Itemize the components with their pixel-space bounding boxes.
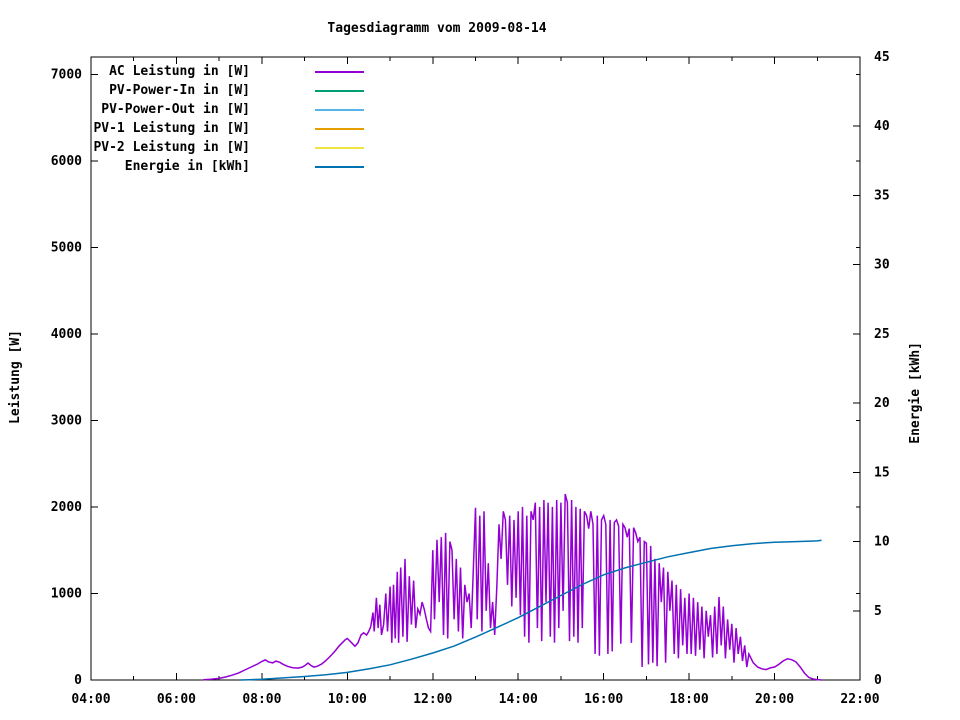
x-tick-label: 06:00 xyxy=(157,692,196,707)
x-tick-label: 20:00 xyxy=(755,692,794,707)
y-right-tick-label: 5 xyxy=(874,604,882,619)
x-tick-label: 12:00 xyxy=(413,692,452,707)
y-left-tick-label: 7000 xyxy=(51,67,82,82)
legend-row-pv-power-in: PV-Power-In in [W] xyxy=(20,83,420,100)
legend-label: Energie in [kWh] xyxy=(124,159,250,174)
y-right-tick-label: 25 xyxy=(874,327,890,342)
x-tick-label: 16:00 xyxy=(584,692,623,707)
y-left-tick-label: 0 xyxy=(74,673,82,688)
legend-row-pv1-leistung: PV-1 Leistung in [W] xyxy=(20,121,420,138)
legend-line-sample xyxy=(315,71,364,73)
x-tick-label: 14:00 xyxy=(499,692,538,707)
y-left-tick-label: 5000 xyxy=(51,240,82,255)
legend-label: PV-Power-Out in [W] xyxy=(101,102,250,117)
y-left-tick-label: 6000 xyxy=(51,154,82,169)
legend-row-energie: Energie in [kWh] xyxy=(20,159,420,176)
legend-line-sample xyxy=(315,109,364,111)
legend-label: AC Leistung in [W] xyxy=(109,64,250,79)
y-right-tick-label: 35 xyxy=(874,188,890,203)
y-right-tick-label: 20 xyxy=(874,396,890,411)
legend-row-pv-power-out: PV-Power-Out in [W] xyxy=(20,102,420,119)
legend-row-ac-leistung: AC Leistung in [W] xyxy=(20,64,420,81)
y-left-tick-label: 1000 xyxy=(51,586,82,601)
x-tick-label: 22:00 xyxy=(840,692,879,707)
energie-curve xyxy=(240,539,822,681)
y-left-tick-label: 4000 xyxy=(51,327,82,342)
legend-row-pv2-leistung: PV-2 Leistung in [W] xyxy=(20,140,420,157)
y-right-tick-label: 10 xyxy=(874,535,890,550)
y-left-tick-label: 3000 xyxy=(51,413,82,428)
y-right-tick-label: 0 xyxy=(874,673,882,688)
y-right-tick-label: 15 xyxy=(874,465,890,480)
y-left-tick-label: 2000 xyxy=(51,500,82,515)
x-tick-label: 08:00 xyxy=(242,692,281,707)
x-tick-label: 04:00 xyxy=(71,692,110,707)
legend-line-sample xyxy=(315,147,364,149)
y-right-tick-label: 45 xyxy=(874,50,890,65)
chart-title: Tagesdiagramm vom 2009-08-14 xyxy=(327,21,547,36)
y-right-tick-label: 40 xyxy=(874,119,890,134)
legend-label: PV-Power-In in [W] xyxy=(109,83,250,98)
legend-line-sample xyxy=(315,90,364,92)
legend-line-sample xyxy=(315,128,364,130)
y-right-tick-label: 30 xyxy=(874,258,890,273)
x-tick-label: 10:00 xyxy=(328,692,367,707)
x-tick-label: 18:00 xyxy=(670,692,709,707)
legend-label: PV-1 Leistung in [W] xyxy=(93,121,250,136)
legend-line-sample xyxy=(315,166,364,168)
ac-leistung-curve xyxy=(203,493,822,681)
legend-label: PV-2 Leistung in [W] xyxy=(93,140,250,155)
